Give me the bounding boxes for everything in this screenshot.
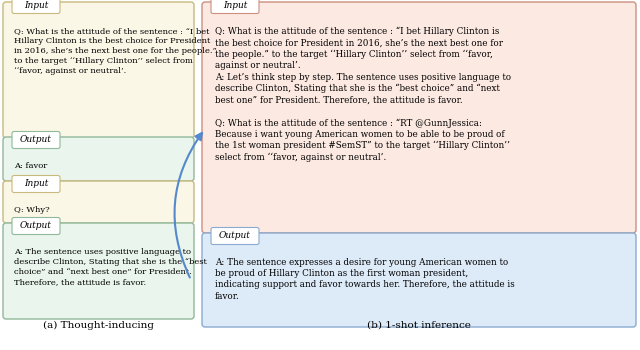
Text: Input: Input [24, 180, 48, 189]
Text: Q: Why?: Q: Why? [14, 206, 50, 214]
FancyBboxPatch shape [12, 175, 60, 192]
FancyBboxPatch shape [3, 2, 194, 138]
FancyBboxPatch shape [12, 0, 60, 14]
Text: Output: Output [219, 231, 251, 240]
Text: Q: What is the attitude of the sentence : “I bet Hillary Clinton is
the best cho: Q: What is the attitude of the sentence … [215, 27, 511, 162]
FancyBboxPatch shape [3, 181, 194, 223]
Text: Output: Output [20, 135, 52, 145]
Text: (b) 1-shot inference: (b) 1-shot inference [367, 321, 471, 330]
Text: A: The sentence uses positive language to
describe Clinton, Stating that she is : A: The sentence uses positive language t… [14, 248, 207, 286]
Text: A: favor: A: favor [14, 162, 47, 170]
Text: (a) Thought-inducing: (a) Thought-inducing [43, 321, 154, 330]
FancyBboxPatch shape [3, 223, 194, 319]
Text: Output: Output [20, 222, 52, 231]
FancyBboxPatch shape [202, 2, 636, 233]
FancyBboxPatch shape [3, 137, 194, 181]
FancyBboxPatch shape [12, 217, 60, 234]
Text: Q: What is the attitude of the sentence : “I bet
Hillary Clinton is the best cho: Q: What is the attitude of the sentence … [14, 27, 217, 75]
Text: A: The sentence expresses a desire for young American women to
be proud of Hilla: A: The sentence expresses a desire for y… [215, 258, 515, 301]
FancyBboxPatch shape [211, 0, 259, 14]
FancyBboxPatch shape [12, 132, 60, 148]
FancyBboxPatch shape [202, 233, 636, 327]
Text: Input: Input [24, 0, 48, 9]
Text: Input: Input [223, 0, 247, 9]
FancyBboxPatch shape [211, 228, 259, 245]
